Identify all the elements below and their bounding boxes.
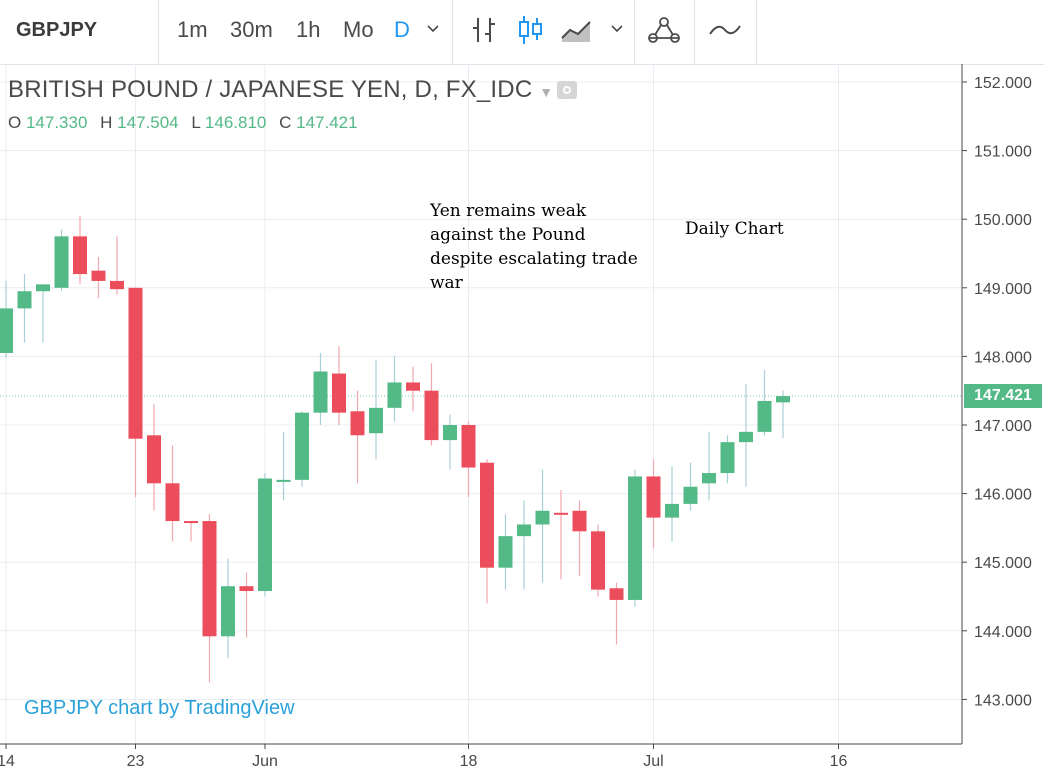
x-tick-label: 18 [460, 753, 478, 770]
interval-1m-button[interactable]: 1m [177, 17, 208, 42]
y-tick-label: 150.000 [974, 212, 1032, 229]
ohlc-legend: O 147.330 H 147.504 L 146.810 C 147.421 [8, 113, 366, 133]
toolbar-divider [452, 0, 453, 64]
candle-body [221, 586, 235, 637]
open-label: O [8, 113, 22, 132]
chart-title-text: BRITISH POUND / JAPANESE YEN, D, FX_IDC [8, 76, 533, 103]
chevron-down-icon[interactable] [610, 22, 624, 41]
chevron-down-icon[interactable] [426, 22, 440, 41]
candle-body [202, 521, 217, 637]
x-tick-label: Jun [252, 753, 278, 770]
candle-body [110, 280, 124, 290]
candle-body [702, 473, 716, 484]
candle-body [498, 536, 513, 568]
last-price-label: 147.421 [964, 384, 1042, 408]
candle-body [517, 524, 531, 537]
candle-body [480, 462, 494, 568]
toolbar-divider [634, 0, 635, 64]
candle-body [295, 412, 309, 480]
annotation-daily-chart: Daily Chart [685, 219, 784, 239]
y-tick-label: 147.000 [974, 418, 1032, 435]
candles-icon[interactable] [516, 14, 544, 51]
candle-body [776, 396, 790, 403]
close-label: C [279, 113, 292, 132]
candle-body [350, 411, 365, 436]
candle-body [554, 512, 568, 515]
y-tick-label: 143.000 [974, 692, 1032, 709]
toolbar-divider [158, 0, 159, 64]
candle-body [258, 478, 272, 592]
close-value: 147.421 [296, 113, 358, 132]
low-label: L [191, 113, 201, 132]
candle-body [369, 407, 383, 434]
symbol-search-button[interactable]: GBPJPY [16, 19, 98, 41]
candle-body [313, 371, 328, 413]
candle-body [17, 291, 32, 309]
x-tick-label: 16 [830, 753, 848, 770]
interval-30m-button[interactable]: 30m [230, 17, 273, 42]
open-value: 147.330 [25, 113, 88, 132]
x-tick-label: Jul [643, 753, 663, 770]
candle-body [628, 476, 642, 600]
candle-body [757, 400, 772, 432]
y-tick-label: 148.000 [974, 349, 1032, 366]
candle-body [0, 308, 13, 353]
low-value: 146.810 [204, 113, 267, 132]
area-chart-icon[interactable] [560, 14, 594, 51]
compare-icon[interactable] [708, 18, 742, 47]
bar-chart-icon[interactable] [470, 14, 498, 51]
candle-body [54, 236, 69, 288]
x-tick-label: 14 [0, 753, 15, 770]
y-tick-label: 151.000 [974, 144, 1032, 161]
x-tick-label: 23 [127, 753, 145, 770]
candle-body [443, 425, 457, 441]
y-tick-label: 149.000 [974, 281, 1032, 298]
candle-body [665, 503, 679, 518]
y-tick-label: 145.000 [974, 555, 1032, 572]
eye-icon[interactable] [557, 81, 577, 104]
high-label: H [100, 113, 113, 132]
candle-body [646, 476, 661, 518]
candle-body [91, 270, 106, 281]
price-chart[interactable]: 152.000 151.000 150.000 149.000 148.000 147.0… [0, 64, 1044, 771]
y-tick-label: 144.000 [974, 624, 1032, 641]
candle-body [147, 435, 161, 484]
candle-body [609, 588, 624, 600]
interval-day-button[interactable]: D [394, 17, 410, 42]
chart-title: BRITISH POUND / JAPANESE YEN, D, FX_IDC … [8, 76, 553, 104]
tradingview-watermark[interactable]: GBPJPY chart by TradingView [24, 697, 295, 719]
candle-body [406, 382, 420, 391]
candle-body [276, 479, 291, 482]
candle-body [535, 510, 550, 525]
y-tick-label: 152.000 [974, 75, 1032, 92]
candle-body [332, 373, 346, 413]
high-value: 147.504 [117, 113, 179, 132]
candle-body [387, 382, 402, 408]
candle-body [36, 284, 50, 292]
toolbar-divider [756, 0, 757, 64]
annotation-yen-weak: Yen remains weak against the Pound despi… [430, 201, 638, 293]
toolbar-divider [694, 0, 695, 64]
candle-body [165, 483, 180, 522]
interval-1h-button[interactable]: 1h [296, 17, 321, 42]
candle-body [572, 510, 587, 532]
caret-down-icon[interactable]: ▼ [539, 84, 554, 100]
candle-body [239, 586, 254, 592]
candle-body [683, 486, 698, 504]
candle-body [128, 287, 143, 439]
indicators-icon[interactable] [646, 14, 682, 53]
candle-body [720, 442, 735, 474]
candle-body [461, 425, 476, 468]
interval-month-button[interactable]: Mo [343, 17, 374, 42]
candle-body [591, 531, 605, 590]
candle-body [424, 390, 439, 441]
toolbar: GBPJPY 1m 30m 1h Mo D [0, 0, 1044, 65]
candle-body [184, 521, 198, 524]
y-tick-label: 146.000 [974, 487, 1032, 504]
candle-body [739, 431, 753, 443]
candle-body [73, 236, 87, 275]
